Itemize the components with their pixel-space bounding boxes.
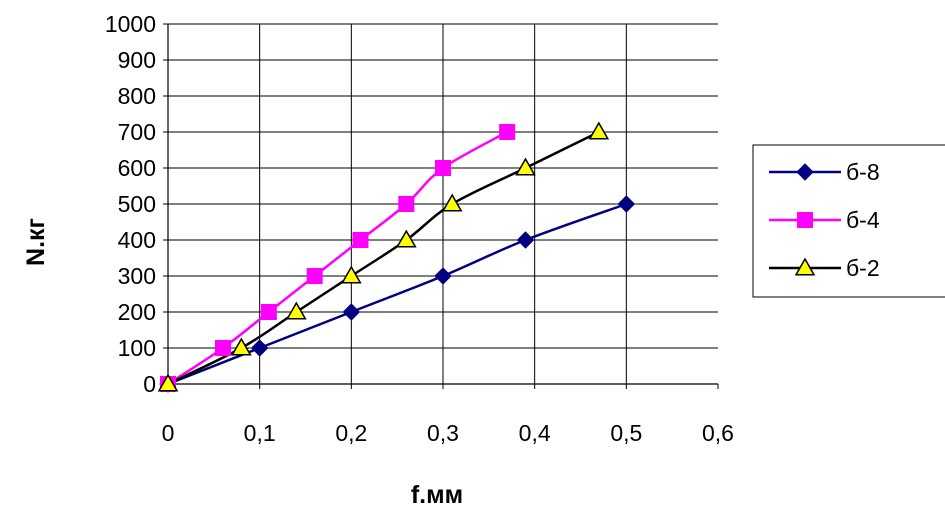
data-point-series-2 (260, 304, 277, 320)
data-point-series-1 (516, 231, 535, 249)
legend-marker-2 (797, 212, 813, 228)
y-tick-label: 500 (118, 191, 156, 217)
x-tick-label: 0,4 (519, 420, 551, 446)
data-point-series-2 (499, 124, 516, 140)
series-line-1 (167, 202, 627, 386)
data-point-series-1 (342, 303, 361, 321)
x-tick-label: 0,3 (427, 420, 459, 446)
x-tick-labels: 0 0,1 0,2 0,3 0,4 0,5 0,6 (162, 420, 734, 446)
y-tick-label: 800 (118, 83, 156, 109)
y-tick-label: 100 (118, 335, 156, 361)
legend-label-3: б-2 (846, 255, 880, 281)
y-tick-label: 400 (118, 227, 156, 253)
data-point-series-3 (341, 265, 362, 284)
grid (163, 23, 719, 389)
legend-label-1: б-8 (846, 159, 880, 185)
x-axis-title: f.мм (411, 481, 463, 509)
y-tick-label: 200 (118, 299, 156, 325)
y-tick-label: 600 (118, 155, 156, 181)
x-tick-label: 0,2 (335, 420, 367, 446)
legend-label-2: б-4 (846, 207, 880, 233)
data-point-series-2 (352, 232, 369, 248)
data-point-series-3 (588, 121, 610, 140)
legend-marker-1 (796, 163, 814, 181)
y-axis-title: N.кг (22, 218, 50, 266)
data-point-series-3 (231, 337, 252, 356)
data-point-series-3 (396, 229, 417, 248)
data-point-series-3 (441, 193, 463, 212)
data-point-series-1 (250, 339, 269, 357)
x-tick-label: 0,1 (244, 420, 276, 446)
x-tick-label: 0,6 (702, 420, 734, 446)
y-tick-label: 1000 (105, 11, 156, 37)
x-tick-label: 0 (162, 420, 175, 446)
data-point-series-2 (398, 196, 415, 212)
y-tick-label: 300 (118, 263, 156, 289)
y-tick-label: 900 (118, 47, 156, 73)
data-point-series-2 (306, 268, 323, 284)
y-tick-label: 0 (143, 371, 156, 397)
legend: б-8 б-4 б-2 (752, 144, 945, 298)
data-point-series-1 (617, 195, 636, 213)
data-point-series-3 (515, 157, 536, 176)
y-tick-labels: 0 100 200 300 400 500 600 700 800 900 1000 (105, 11, 156, 397)
series-markers (157, 121, 636, 393)
data-point-series-1 (434, 267, 452, 285)
x-tick-label: 0,5 (610, 420, 642, 446)
legend-marker-3 (794, 257, 816, 276)
data-point-series-3 (286, 301, 307, 320)
data-point-series-2 (435, 160, 451, 176)
data-point-series-2 (215, 340, 231, 356)
data-point-series-3 (157, 373, 179, 392)
y-tick-label: 700 (118, 119, 156, 145)
